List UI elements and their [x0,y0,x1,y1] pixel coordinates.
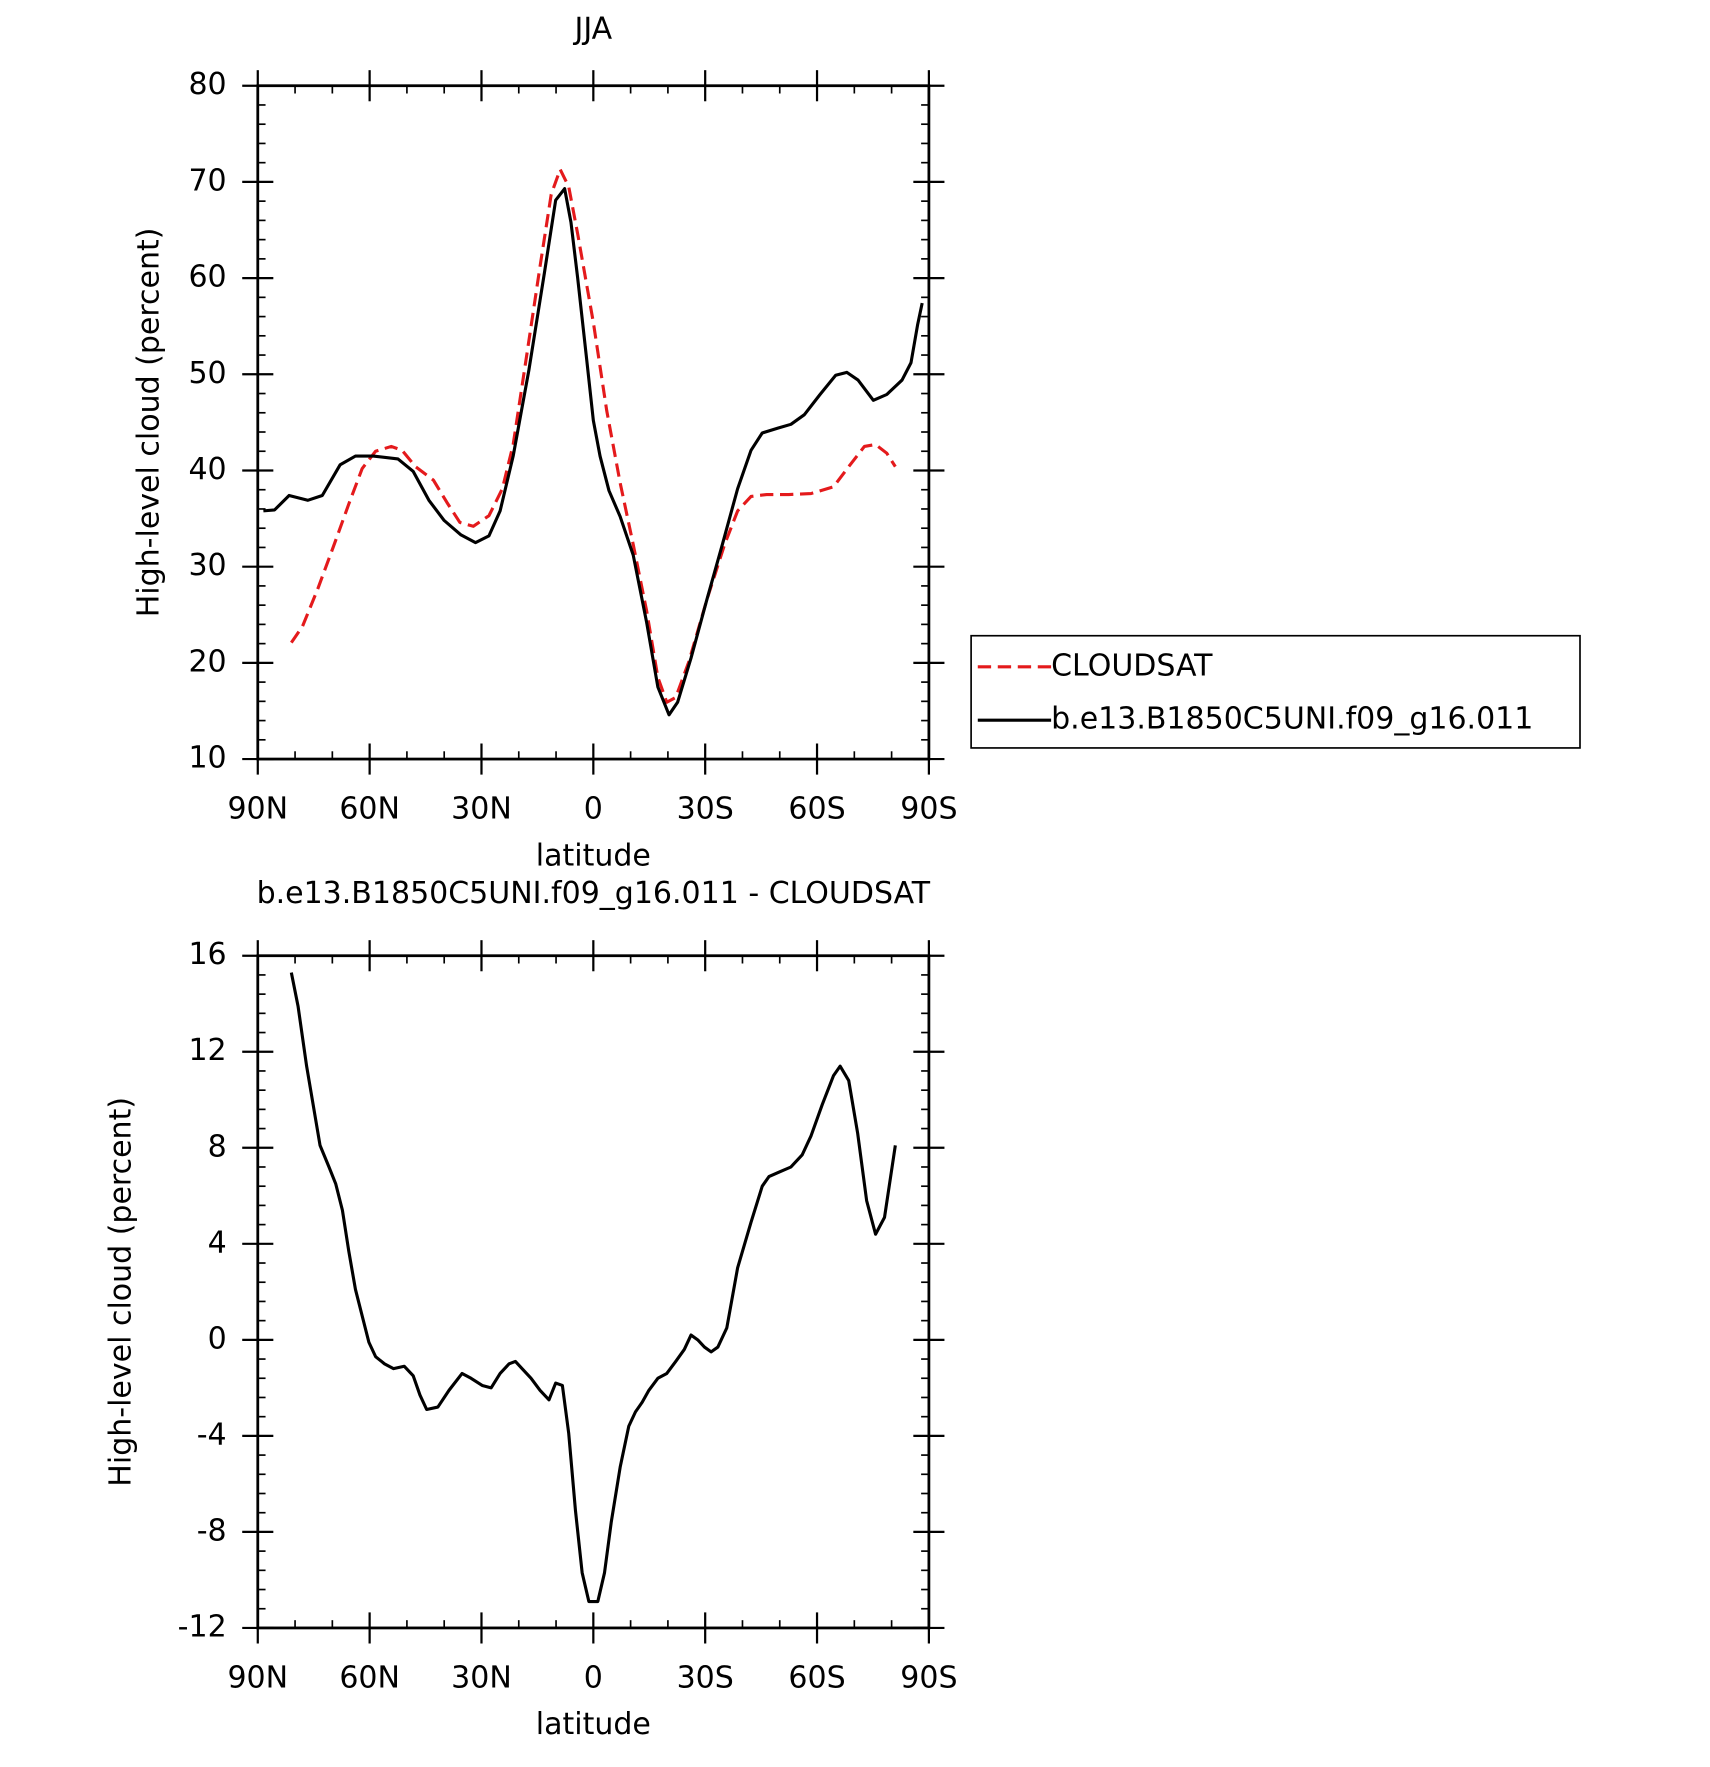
x-tick-label: 30S [677,1661,734,1696]
y-tick-label: -4 [197,1417,227,1452]
y-tick-label: 10 [188,741,226,776]
x-tick-label: 90N [227,792,288,827]
plot-frame [256,954,931,1630]
x-tick-label: 30S [677,792,734,827]
x-tick-label: 60N [339,1661,400,1696]
legend-label: b.e13.B1850C5UNI.f09_g16.011 [1051,702,1533,737]
x-tick-label: 30N [451,1661,512,1696]
legend-box [970,634,1581,749]
y-tick-label: 30 [188,548,226,583]
x-tick-label: 60N [339,792,400,827]
x-tick-label: 30N [451,792,512,827]
x-axis-label: latitude [536,1707,651,1742]
x-tick-label: 60S [788,792,845,827]
y-tick-label: -12 [178,1609,227,1644]
series-line [263,187,924,717]
y-tick-label: 70 [188,163,226,198]
y-tick-label: 4 [208,1225,227,1260]
x-tick-label: 90S [900,1661,957,1696]
y-tick-label: 0 [208,1321,227,1356]
x-tick-label: 0 [584,792,603,827]
y-tick-label: 12 [188,1033,226,1068]
y-tick-label: 50 [188,356,226,391]
x-tick-label: 60S [788,1661,845,1696]
y-tick-label: 16 [188,937,226,972]
x-tick-label: 0 [584,1661,603,1696]
chart-title: b.e13.B1850C5UNI.f09_g16.011 - CLOUDSAT [257,876,931,911]
y-axis-label: High-level cloud (percent) [132,228,167,618]
y-tick-label: 8 [208,1129,227,1164]
series-line [290,167,897,704]
legend-label: CLOUDSAT [1051,648,1213,683]
y-tick-label: 60 [188,260,226,295]
y-tick-label: 80 [188,67,226,102]
y-tick-label: -8 [197,1513,227,1548]
chart-title: JJA [572,12,612,47]
y-tick-label: 40 [188,452,226,487]
series-line [289,972,897,1604]
x-tick-label: 90S [900,792,957,827]
x-tick-label: 90N [227,1661,288,1696]
y-tick-label: 20 [188,644,226,679]
y-axis-label: High-level cloud (percent) [104,1097,139,1487]
x-axis-label: latitude [536,838,651,873]
